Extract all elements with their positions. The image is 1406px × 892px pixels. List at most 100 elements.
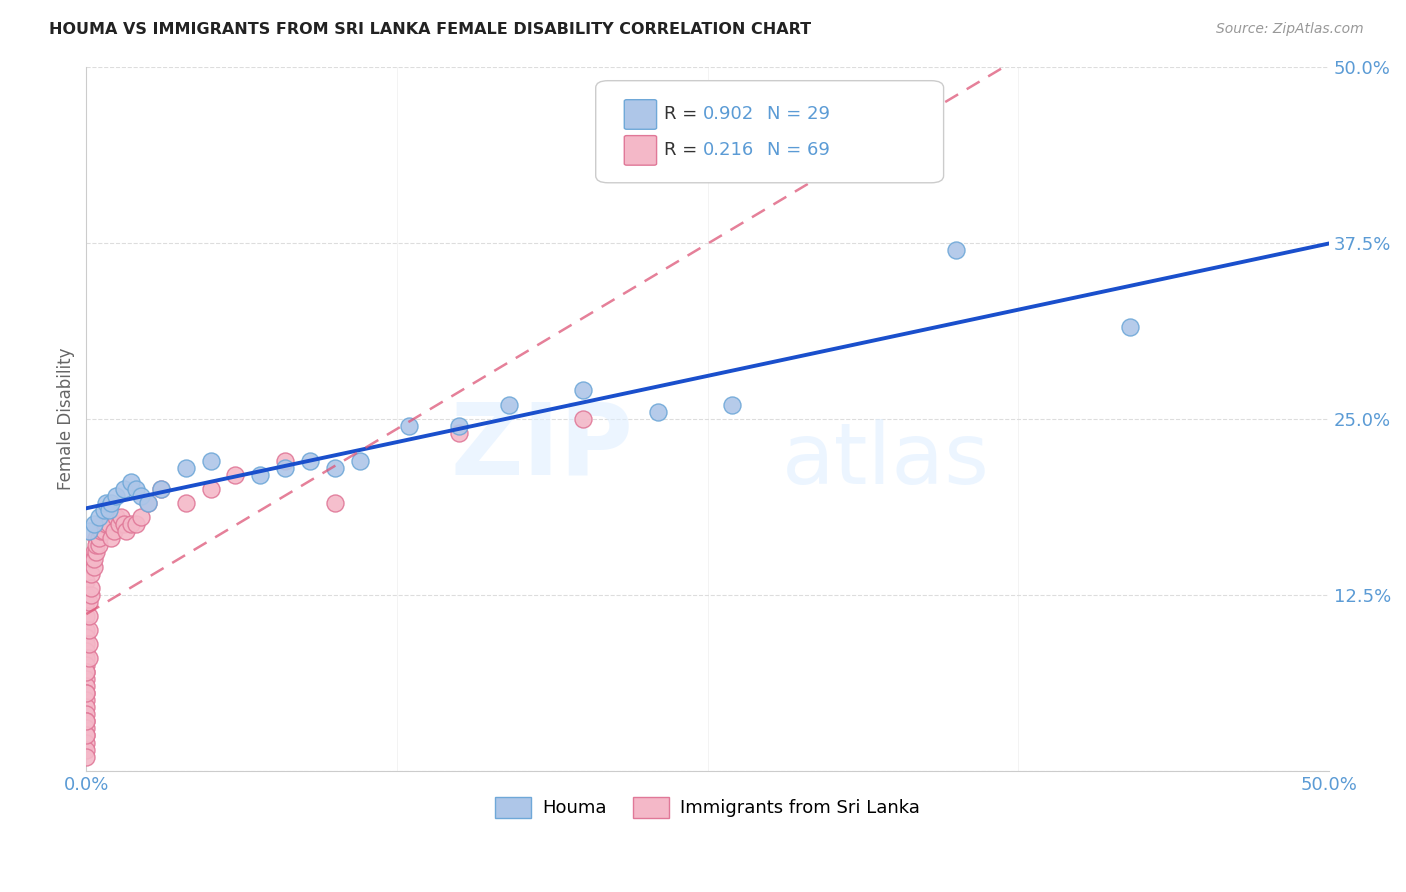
Point	[87, 538, 110, 552]
Text: N = 29: N = 29	[768, 105, 830, 123]
Point	[96, 496, 118, 510]
Point	[107, 517, 129, 532]
Point	[75, 608, 97, 623]
Point	[77, 608, 100, 623]
Point	[87, 532, 110, 546]
Point	[110, 510, 132, 524]
Text: 0.902: 0.902	[703, 105, 754, 123]
Point	[274, 454, 297, 468]
Point	[83, 559, 105, 574]
Point	[75, 574, 97, 588]
Point	[249, 467, 271, 482]
Legend: Houma, Immigrants from Sri Lanka: Houma, Immigrants from Sri Lanka	[488, 789, 928, 825]
Point	[323, 496, 346, 510]
Point	[77, 651, 100, 665]
Point	[75, 637, 97, 651]
Point	[323, 461, 346, 475]
Point	[87, 510, 110, 524]
Point	[120, 475, 142, 489]
Point	[93, 524, 115, 539]
Point	[200, 482, 222, 496]
Point	[174, 496, 197, 510]
Point	[97, 517, 120, 532]
Point	[80, 588, 103, 602]
Point	[75, 595, 97, 609]
Point	[80, 552, 103, 566]
Point	[100, 532, 122, 546]
Point	[75, 679, 97, 693]
Point	[274, 461, 297, 475]
Point	[83, 517, 105, 532]
Point	[75, 686, 97, 700]
FancyBboxPatch shape	[624, 136, 657, 165]
Point	[80, 581, 103, 595]
Y-axis label: Female Disability: Female Disability	[58, 347, 75, 490]
Point	[105, 489, 128, 503]
Point	[112, 517, 135, 532]
Point	[75, 707, 97, 722]
Text: atlas: atlas	[782, 419, 990, 502]
FancyBboxPatch shape	[624, 100, 657, 129]
Point	[77, 623, 100, 637]
Point	[138, 496, 160, 510]
Point	[100, 496, 122, 510]
Point	[125, 482, 148, 496]
Point	[149, 482, 172, 496]
Point	[75, 672, 97, 686]
Point	[83, 545, 105, 559]
Point	[75, 700, 97, 714]
Point	[75, 735, 97, 749]
Point	[115, 524, 138, 539]
Point	[125, 517, 148, 532]
Point	[129, 489, 152, 503]
Point	[721, 398, 744, 412]
Text: R =: R =	[664, 105, 697, 123]
Point	[75, 630, 97, 644]
Point	[120, 517, 142, 532]
Point	[572, 411, 595, 425]
Point	[572, 384, 595, 398]
Point	[447, 418, 470, 433]
Point	[112, 482, 135, 496]
Point	[129, 510, 152, 524]
Point	[75, 749, 97, 764]
Text: HOUMA VS IMMIGRANTS FROM SRI LANKA FEMALE DISABILITY CORRELATION CHART: HOUMA VS IMMIGRANTS FROM SRI LANKA FEMAL…	[49, 22, 811, 37]
Text: 0.216: 0.216	[703, 142, 754, 160]
Text: R =: R =	[664, 142, 697, 160]
Point	[447, 425, 470, 440]
Point	[149, 482, 172, 496]
Point	[77, 524, 100, 539]
Point	[75, 742, 97, 756]
Point	[75, 665, 97, 679]
Point	[75, 588, 97, 602]
FancyBboxPatch shape	[596, 80, 943, 183]
Point	[398, 418, 420, 433]
Point	[103, 524, 125, 539]
Point	[1119, 320, 1142, 334]
Point	[75, 658, 97, 673]
Point	[75, 693, 97, 707]
Point	[75, 644, 97, 658]
Text: ZIP: ZIP	[450, 399, 633, 495]
Point	[84, 532, 107, 546]
Point	[80, 566, 103, 581]
Point	[75, 686, 97, 700]
Point	[93, 503, 115, 517]
Point	[174, 461, 197, 475]
Point	[77, 637, 100, 651]
Point	[647, 404, 669, 418]
Point	[200, 454, 222, 468]
Point	[84, 538, 107, 552]
Point	[498, 398, 520, 412]
Text: N = 69: N = 69	[768, 142, 830, 160]
Point	[90, 517, 112, 532]
Point	[93, 517, 115, 532]
Point	[105, 510, 128, 524]
Point	[349, 454, 371, 468]
Point	[75, 714, 97, 729]
Point	[138, 496, 160, 510]
Point	[224, 467, 246, 482]
Point	[298, 454, 321, 468]
Point	[75, 729, 97, 743]
Point	[83, 552, 105, 566]
